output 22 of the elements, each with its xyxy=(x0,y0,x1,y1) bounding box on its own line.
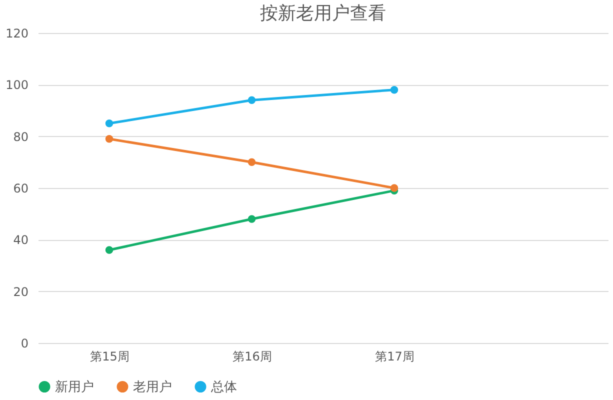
legend-label: 老用户 xyxy=(133,380,172,395)
chart-title: 按新老用户查看 xyxy=(260,3,386,24)
y-tick-label: 20 xyxy=(13,284,28,299)
point xyxy=(105,246,114,254)
point xyxy=(105,120,114,128)
y-tick-label: 80 xyxy=(13,130,28,144)
x-tick-label: 第16周 xyxy=(232,350,272,364)
point xyxy=(248,158,256,166)
y-tick-label: 60 xyxy=(13,182,28,196)
y-tick-label: 0 xyxy=(20,336,28,350)
y-tick-label: 40 xyxy=(13,233,28,248)
y-tick-label: 120 xyxy=(6,26,28,40)
x-tick-label: 第17周 xyxy=(375,350,414,364)
point xyxy=(390,86,398,94)
x-tick-label: 第15周 xyxy=(90,350,130,364)
point xyxy=(105,135,114,143)
point xyxy=(248,96,256,104)
y-tick-label: 100 xyxy=(6,78,28,92)
legend-label: 新用户 xyxy=(55,380,94,395)
point xyxy=(248,215,256,223)
point xyxy=(390,184,398,192)
legend-label: 总体 xyxy=(210,380,237,395)
